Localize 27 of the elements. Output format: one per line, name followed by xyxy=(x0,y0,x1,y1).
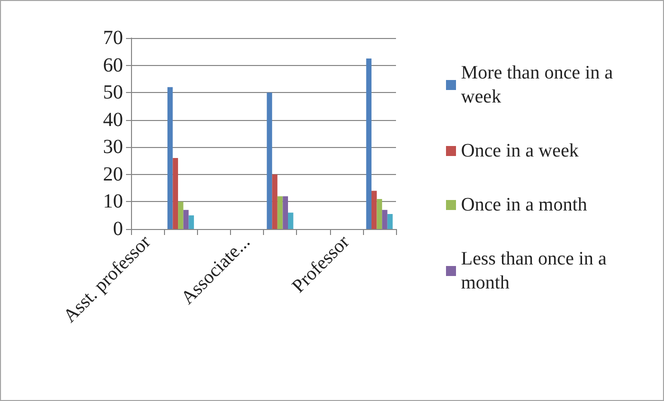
legend-label: Less than once in a month xyxy=(461,248,612,294)
legend-label: Once in a month xyxy=(461,194,588,216)
bar xyxy=(366,58,372,229)
y-tick-label: 30 xyxy=(103,136,123,158)
bar xyxy=(376,198,382,229)
bar xyxy=(282,196,288,229)
y-tick-label: 10 xyxy=(103,190,123,213)
y-tick-label: 70 xyxy=(103,27,123,49)
y-tick-label: 20 xyxy=(103,163,123,186)
bar xyxy=(272,174,278,229)
bar xyxy=(178,202,184,229)
y-tick-label: 40 xyxy=(103,108,123,131)
bar xyxy=(167,87,173,229)
bar xyxy=(382,210,388,229)
y-tick-label: 0 xyxy=(113,218,123,240)
bar xyxy=(277,196,283,229)
bar xyxy=(288,212,294,229)
bar xyxy=(183,210,189,229)
bar xyxy=(371,190,377,229)
bar xyxy=(172,158,178,229)
legend-label: Once in a week xyxy=(461,140,580,162)
y-tick-label: 50 xyxy=(103,82,123,104)
bar xyxy=(188,215,194,229)
bar xyxy=(387,214,393,229)
legend-label: More than once in a week xyxy=(461,62,618,108)
bar xyxy=(266,92,272,229)
y-tick-label: 60 xyxy=(103,54,123,76)
